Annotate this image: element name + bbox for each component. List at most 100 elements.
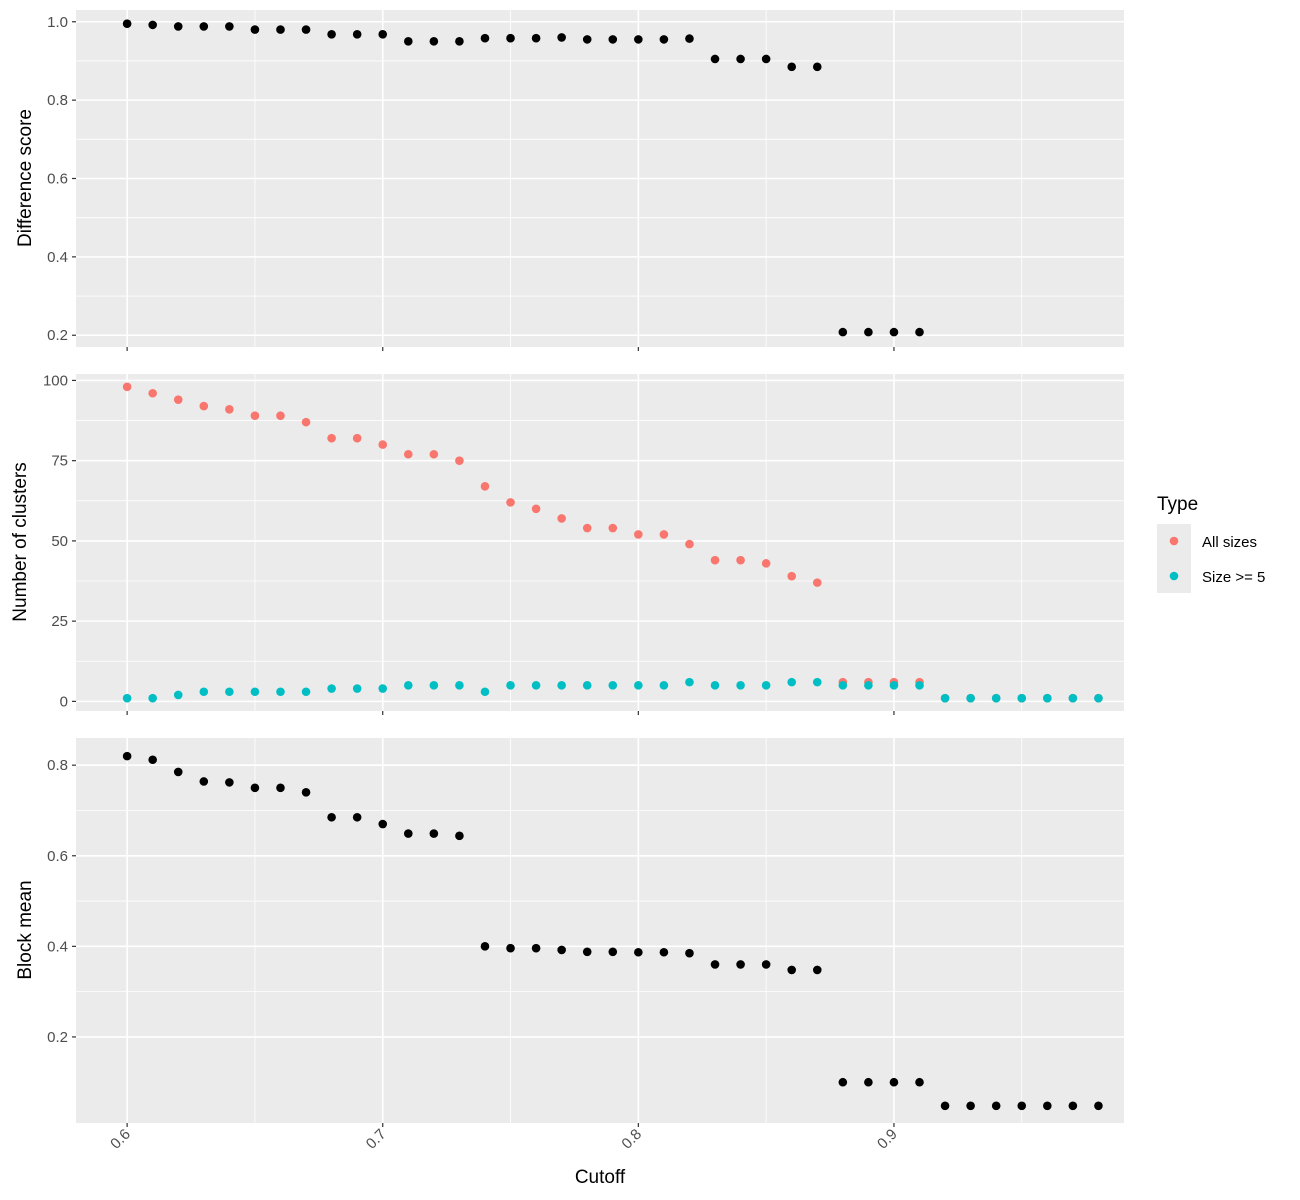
data-point-point <box>352 29 362 39</box>
data-point-point <box>148 755 157 765</box>
data-point-size-5 <box>148 693 157 703</box>
data-point-point <box>173 22 183 31</box>
data-point-point <box>710 960 720 969</box>
y-tick-label: 100 <box>43 372 68 389</box>
data-point-point <box>736 960 745 969</box>
data-point-size-5 <box>301 687 311 697</box>
data-point-point <box>531 943 541 953</box>
data-point-size-5 <box>225 687 234 697</box>
data-point-point <box>480 33 490 43</box>
data-point-size-5 <box>838 681 848 690</box>
data-point-size-5 <box>710 681 720 690</box>
data-point-size-5 <box>506 681 515 690</box>
data-point-point <box>225 778 234 787</box>
data-point-point <box>557 945 566 955</box>
y-tick-label: 75 <box>51 453 68 470</box>
data-point-size-5 <box>915 681 924 690</box>
plot-panel-background <box>76 738 1124 1123</box>
plot-panel-background <box>76 374 1124 711</box>
data-point-point <box>889 327 899 337</box>
data-point-point <box>455 37 464 46</box>
y-axis-title-block-mean: Block mean <box>15 880 36 979</box>
data-point-size-5 <box>787 677 797 687</box>
data-point-all-sizes <box>685 539 694 549</box>
data-point-all-sizes <box>812 578 822 587</box>
data-point-point <box>122 19 132 29</box>
data-point-point <box>838 1077 848 1087</box>
data-point-all-sizes <box>582 523 592 533</box>
legend-title: Type <box>1157 494 1198 515</box>
data-point-size-5 <box>685 677 694 687</box>
data-point-size-5 <box>122 693 132 703</box>
y-tick-label: 0.6 <box>47 848 68 865</box>
data-point-point <box>736 54 745 64</box>
y-tick-label: 25 <box>51 613 68 630</box>
data-point-size-5 <box>173 690 183 700</box>
data-point-point <box>429 829 439 838</box>
data-point-size-5 <box>659 681 669 690</box>
data-point-point <box>915 327 924 337</box>
data-point-point <box>864 327 873 337</box>
data-point-size-5 <box>403 681 413 690</box>
data-point-size-5 <box>352 684 362 693</box>
data-point-point <box>582 947 592 957</box>
data-point-point <box>352 812 362 822</box>
data-point-size-5 <box>940 693 950 703</box>
data-point-size-5 <box>608 681 618 690</box>
data-point-all-sizes <box>608 523 618 533</box>
y-tick-label: 0.8 <box>47 757 68 774</box>
data-point-point <box>812 965 822 975</box>
data-point-size-5 <box>736 681 745 690</box>
data-point-size-5 <box>480 687 490 697</box>
data-point-point <box>685 948 694 958</box>
data-point-point <box>225 22 234 31</box>
data-point-point <box>403 829 413 838</box>
data-point-point <box>761 960 771 969</box>
data-point-point <box>378 819 388 829</box>
legend-label-size-ge-5: Size >= 5 <box>1202 569 1265 586</box>
legend-key-all-sizes <box>1169 536 1179 546</box>
data-point-size-5 <box>889 681 899 690</box>
data-point-size-5 <box>582 681 592 690</box>
legend-key-size-ge-5 <box>1169 571 1179 581</box>
y-tick-label: 1.0 <box>47 14 68 31</box>
data-point-size-5 <box>812 677 822 687</box>
data-point-all-sizes <box>173 395 183 404</box>
data-point-point <box>787 965 797 975</box>
data-point-point <box>608 947 618 957</box>
legend: Type All sizes Size >= 5 <box>1157 494 1265 593</box>
data-point-point <box>812 62 822 72</box>
data-point-size-5 <box>966 693 975 703</box>
block-mean-panel: 0.20.40.60.80.6 0.7 0.8 0.9 <box>47 738 1124 1153</box>
x-axis-title-cutoff: Cutoff <box>575 1167 626 1188</box>
data-point-all-sizes <box>710 555 720 565</box>
data-point-point <box>378 29 388 39</box>
data-point-point <box>864 1077 873 1087</box>
data-point-point <box>199 777 209 786</box>
data-point-all-sizes <box>327 433 336 443</box>
y-tick-label: 0.4 <box>47 938 68 955</box>
data-point-size-5 <box>1068 693 1078 703</box>
data-point-all-sizes <box>736 555 745 565</box>
data-point-point <box>1043 1101 1052 1111</box>
data-point-all-sizes <box>352 433 362 443</box>
data-point-all-sizes <box>455 456 464 465</box>
data-point-point <box>557 33 566 42</box>
data-point-point <box>659 947 669 957</box>
data-point-size-5 <box>327 684 336 693</box>
y-tick-label: 0.2 <box>47 1029 68 1046</box>
data-point-size-5 <box>1017 693 1027 703</box>
data-point-point <box>250 783 260 793</box>
data-point-point <box>301 788 311 797</box>
data-point-point <box>761 54 771 64</box>
data-point-size-5 <box>455 681 464 690</box>
data-point-point <box>940 1101 950 1111</box>
data-point-all-sizes <box>148 388 157 398</box>
data-point-all-sizes <box>199 401 209 411</box>
data-point-point <box>506 943 515 953</box>
data-point-size-5 <box>634 681 643 690</box>
data-point-point <box>506 33 515 43</box>
data-point-all-sizes <box>276 411 285 421</box>
data-point-all-sizes <box>659 530 669 539</box>
